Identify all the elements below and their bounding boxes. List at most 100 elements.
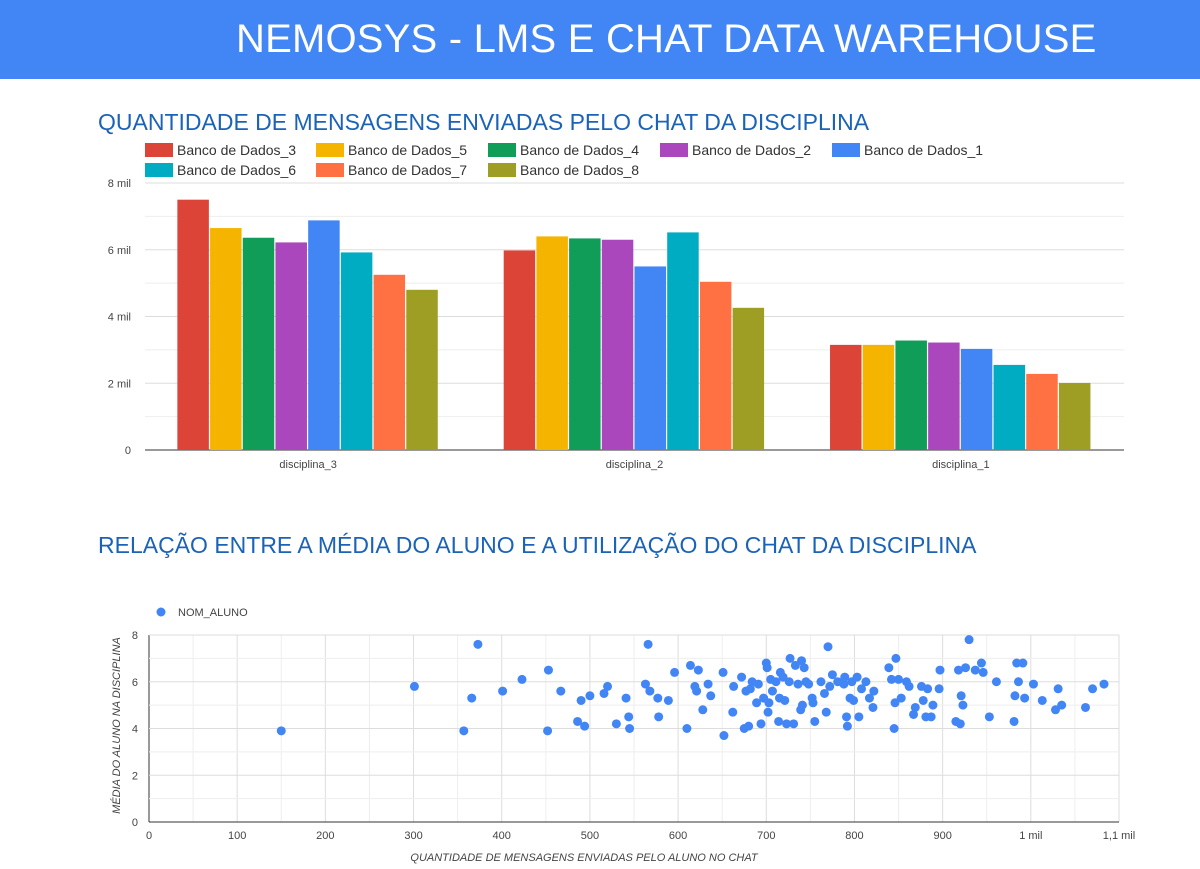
scatter-point (693, 665, 703, 675)
scatter-point (498, 686, 508, 696)
scatter-point (970, 665, 980, 675)
bar (960, 348, 993, 450)
scatter-point (1009, 716, 1019, 726)
bar (569, 238, 601, 450)
scatter-point (698, 705, 708, 715)
scatter-point (473, 639, 483, 649)
scatter-point (847, 677, 857, 687)
scatter-point (741, 686, 751, 696)
scatter-point (789, 719, 799, 729)
scatter-point (833, 677, 843, 687)
scatter-point (778, 672, 788, 682)
bar (1058, 382, 1091, 450)
y-tick-label: 0 (125, 445, 131, 457)
scatter-point (766, 674, 776, 684)
scatter-point (762, 663, 772, 673)
scatter-point (991, 677, 1001, 687)
x-tick-label: 400 (493, 830, 511, 842)
scatter-point (690, 681, 700, 691)
scatter-point (891, 653, 901, 663)
bar (601, 239, 634, 450)
scatter-point (807, 693, 817, 703)
scatter-point (810, 716, 820, 726)
legend-label: Banco de Dados_4 (520, 142, 639, 158)
bar (503, 250, 536, 450)
bar (699, 281, 732, 450)
scatter-point (918, 695, 928, 705)
y-tick-label: 6 (132, 677, 138, 689)
scatter-point (276, 726, 286, 736)
y-tick-label: 4 mil (108, 312, 131, 324)
scatter-point (784, 677, 794, 687)
scatter-point (955, 719, 965, 729)
y-tick-label: 8 mil (108, 178, 131, 190)
legend-label: Banco de Dados_3 (177, 142, 296, 158)
legend-swatch (660, 143, 688, 157)
bar (406, 289, 438, 450)
scatter-point (884, 663, 894, 673)
scatter-point (1053, 684, 1063, 694)
legend-marker (156, 607, 166, 617)
bar (536, 236, 568, 450)
scatter-point (861, 677, 871, 687)
scatter-point (1010, 691, 1020, 701)
y-tick-label: 0 (132, 817, 138, 829)
scatter-point (840, 672, 850, 682)
scatter-point (1028, 679, 1038, 689)
x-tick-label: 700 (757, 830, 775, 842)
scatter-point (1051, 705, 1061, 715)
scatter-point (984, 712, 994, 722)
scatter-point (409, 681, 419, 691)
x-tick-label: 600 (669, 830, 687, 842)
scatter-point (1020, 693, 1030, 703)
scatter-point (819, 688, 829, 698)
scatter-point (935, 665, 945, 675)
scatter-point (954, 665, 964, 675)
bar (732, 307, 765, 450)
bar (928, 342, 960, 450)
scatter-point (827, 670, 837, 680)
scatter-point (543, 665, 553, 675)
scatter-point (663, 695, 673, 705)
scatter-point (821, 707, 831, 717)
scatter-point (599, 688, 609, 698)
scatter-point (682, 724, 692, 733)
scatter-point (958, 700, 968, 710)
bar (275, 242, 307, 450)
scatter-point (752, 698, 762, 708)
scatter-point (909, 709, 919, 719)
scatter-point (764, 698, 774, 708)
scatter-point (1099, 679, 1109, 689)
x-tick-label: disciplina_3 (279, 459, 336, 471)
scatter-point (928, 700, 938, 710)
scatter-point (823, 642, 833, 652)
scatter-point (796, 705, 806, 715)
scatter-point (910, 702, 920, 712)
scatter-point (737, 672, 747, 682)
scatter-point (1037, 695, 1047, 705)
bar (210, 228, 242, 450)
scatter-point (729, 681, 739, 691)
legend-label: NOM_ALUNO (178, 607, 248, 619)
page-title: NEMOSYS - LMS E CHAT DATA WAREHOUSE (236, 17, 1097, 61)
scatter-point (849, 695, 859, 705)
scatter-point (576, 695, 586, 705)
scatter-point (926, 712, 936, 722)
scatter-point (886, 674, 896, 684)
scatter-point (1088, 684, 1098, 694)
scatter-point (759, 693, 769, 703)
scatter-point (653, 693, 663, 703)
bar (373, 274, 406, 450)
scatter-point (459, 726, 469, 736)
scatter-point (889, 724, 899, 733)
scatter-point (868, 702, 878, 712)
scatter-point (640, 679, 650, 689)
scatter-point (625, 724, 635, 733)
scatter-point (825, 681, 835, 691)
bar-chart: 0 2 mil 4 mil 6 mil 8 mil Banco de Dados_3 Ban… (108, 142, 1124, 471)
scatter-point (1057, 700, 1067, 710)
scatter-point (780, 695, 790, 705)
scatter-point (719, 731, 729, 741)
scatter-point (896, 693, 906, 703)
bar (177, 199, 209, 450)
